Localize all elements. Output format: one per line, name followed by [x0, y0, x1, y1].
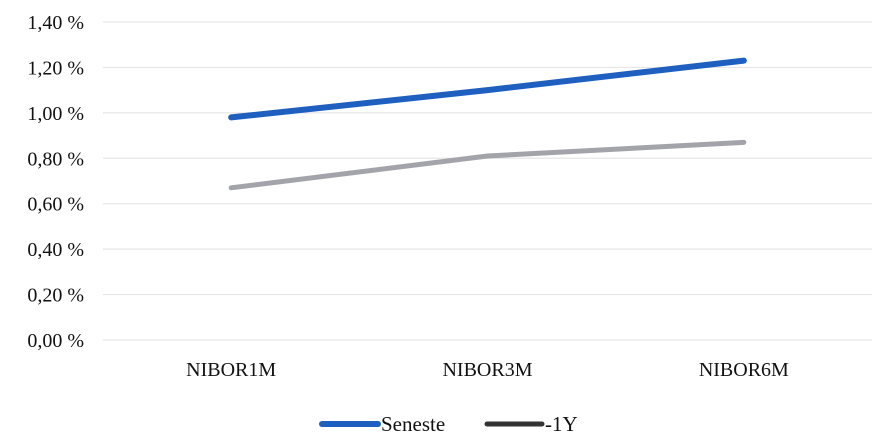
legend-label: -1Y — [545, 412, 578, 434]
data-point — [230, 116, 232, 118]
data-point — [743, 60, 745, 62]
data-point — [743, 141, 745, 143]
x-tick-label: NIBOR3M — [442, 359, 532, 381]
x-tick-label: NIBOR6M — [699, 359, 789, 381]
y-tick-label: 0,60 % — [27, 194, 84, 216]
data-point — [487, 89, 488, 91]
y-tick-label: 1,20 % — [27, 57, 84, 79]
legend: Seneste -1Y — [319, 412, 578, 434]
series-line-seneste — [228, 57, 747, 121]
series-lines — [228, 57, 747, 191]
series-line-prev-year — [228, 139, 747, 191]
y-tick-label: 0,40 % — [27, 239, 84, 261]
legend-label: Seneste — [381, 412, 445, 434]
y-tick-label: 0,00 % — [27, 330, 84, 352]
x-tick-label: NIBOR1M — [186, 359, 276, 381]
grid-lines — [103, 21, 872, 341]
data-point — [487, 155, 488, 157]
x-axis: NIBOR1M NIBOR3M NIBOR6M — [186, 359, 789, 381]
y-tick-label: 1,00 % — [27, 103, 84, 125]
data-point — [230, 187, 232, 189]
y-tick-label: 1,40 % — [27, 12, 84, 34]
y-tick-label: 0,80 % — [27, 148, 84, 170]
y-tick-label: 0,20 % — [27, 285, 84, 307]
y-axis: 0,00 % 0,20 % 0,40 % 0,60 % 0,80 % 1,00 % 1,20… — [27, 12, 84, 352]
